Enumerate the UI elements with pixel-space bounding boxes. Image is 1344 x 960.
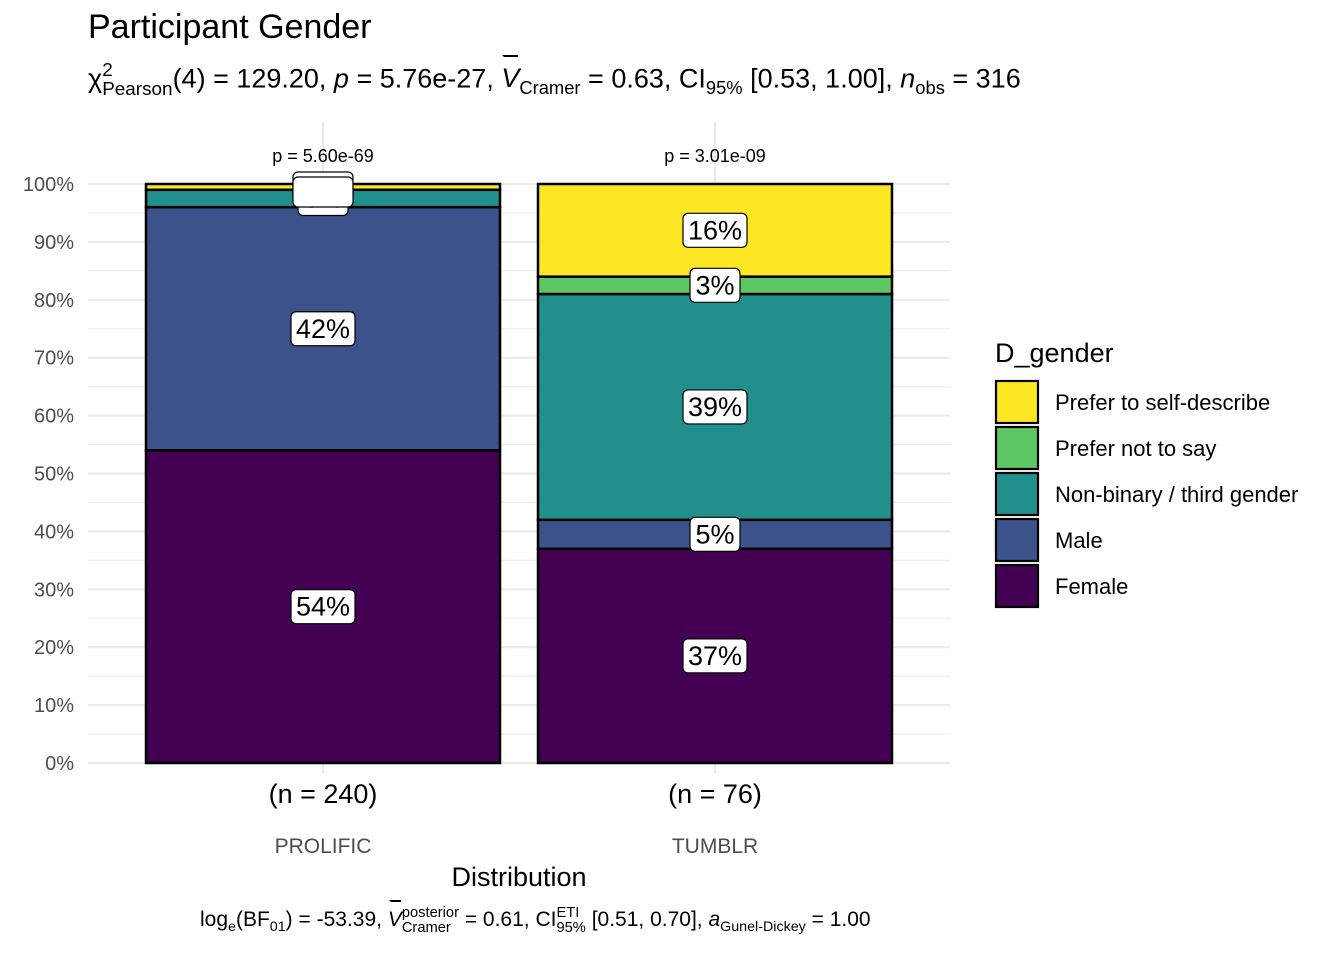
caption-a-sub: Gunel-Dickey <box>720 919 806 936</box>
bf-value: ) = -53.39, <box>285 907 388 931</box>
v-label: V <box>501 55 520 94</box>
v-value: = 0.63, CI <box>580 63 706 94</box>
log-label: log <box>200 907 229 931</box>
data-label: 54% <box>296 592 350 622</box>
n-value: = 316 <box>944 63 1021 94</box>
y-tick-label: 10% <box>34 695 74 717</box>
axis-layer: 0% 10% 20% 30% 40% 50% 60% 70% 80% 90% 100% p = 5.6… <box>23 146 766 892</box>
caption-a-value: = 1.00 <box>805 907 871 931</box>
y-tick-label: 0% <box>45 753 74 775</box>
n-sub: obs <box>915 76 945 98</box>
chi-sub: Pearson <box>102 78 173 100</box>
caption-v-sub: Cramer <box>401 919 451 936</box>
caption-ci-value: [0.51, 0.70], <box>585 907 709 931</box>
data-label: 37% <box>688 641 742 671</box>
data-label: 5% <box>695 519 734 549</box>
p-label: p <box>333 63 349 94</box>
v-sub: Cramer <box>519 76 581 98</box>
caption-v-label: V <box>387 899 402 931</box>
legend-label: Prefer not to say <box>1055 436 1216 461</box>
data-label-box <box>689 516 741 552</box>
bf-sub: 01 <box>269 919 286 936</box>
ci-sub: 95% <box>705 76 743 98</box>
legend-swatch <box>994 563 1040 609</box>
legend-label: Male <box>1055 528 1103 553</box>
y-tick-label: 80% <box>34 290 74 312</box>
data-label: 16% <box>688 215 742 245</box>
p-value: = 5.76e-27, <box>348 63 502 94</box>
chart-title: Participant Gender <box>88 8 372 46</box>
chi-symbol: χ <box>88 63 103 94</box>
chi-sup: 2 <box>102 60 113 81</box>
y-tick-label: 70% <box>34 348 74 370</box>
n-label: n <box>900 63 916 94</box>
data-label-box <box>290 589 356 625</box>
y-tick-label: 20% <box>34 637 74 659</box>
bf-open: (BF <box>235 907 270 931</box>
caption-v-sup: posterior <box>401 905 459 921</box>
legend-layer: D_gender Prefer to self-describe Prefer no… <box>994 338 1298 609</box>
bar-p-value: p = 5.60e-69 <box>272 146 374 166</box>
chi-df: (4) = 129.20, <box>172 63 334 94</box>
y-tick-label: 90% <box>34 232 74 254</box>
data-label-box <box>689 267 741 303</box>
data-label-box <box>682 212 748 248</box>
data-label-box <box>682 389 748 425</box>
ci-value: [0.53, 1.00], <box>742 63 901 94</box>
caption-a-label: a <box>708 907 721 931</box>
legend-swatch <box>994 471 1040 517</box>
x-axis-title: Distribution <box>451 862 586 892</box>
y-tick-label: 60% <box>34 406 74 428</box>
legend-swatch <box>994 379 1040 425</box>
data-label: 3% <box>695 270 734 300</box>
y-tick-label: 50% <box>34 464 74 486</box>
legend-swatch <box>994 517 1040 563</box>
legend-label: Non-binary / third gender <box>1055 482 1298 507</box>
bar-p-value: p = 3.01e-09 <box>664 146 766 166</box>
y-tick-label: 100% <box>23 174 74 196</box>
legend-title: D_gender <box>995 338 1114 368</box>
caption-v-value: = 0.61, CI <box>458 907 557 931</box>
legend-swatch <box>994 425 1040 471</box>
data-label: 39% <box>688 392 742 422</box>
bar-count-label: (n = 240) <box>269 779 378 809</box>
data-label-box <box>682 638 748 674</box>
x-tick-label: TUMBLR <box>672 835 758 858</box>
chart-subtitle: χ 2 Pearson (4) = 129.20, p = 5.76e-27, VCr… <box>88 55 1021 100</box>
data-label: 42% <box>296 314 350 344</box>
overlapping-label-box <box>292 176 354 208</box>
x-tick-label: PROLIFIC <box>275 835 372 858</box>
caption-ci-sub: 95% <box>556 919 586 936</box>
legend-label: Female <box>1055 574 1128 599</box>
y-tick-label: 40% <box>34 521 74 543</box>
legend-label: Prefer to self-describe <box>1055 390 1270 415</box>
data-label-box <box>290 311 356 347</box>
label-layer: 54%42%3%37%5%39%3%16% <box>290 171 748 674</box>
bar-count-label: (n = 76) <box>668 779 762 809</box>
log-sub: e <box>228 919 236 936</box>
caption-ci-sup: ETI <box>556 905 580 921</box>
y-tick-label: 30% <box>34 579 74 601</box>
